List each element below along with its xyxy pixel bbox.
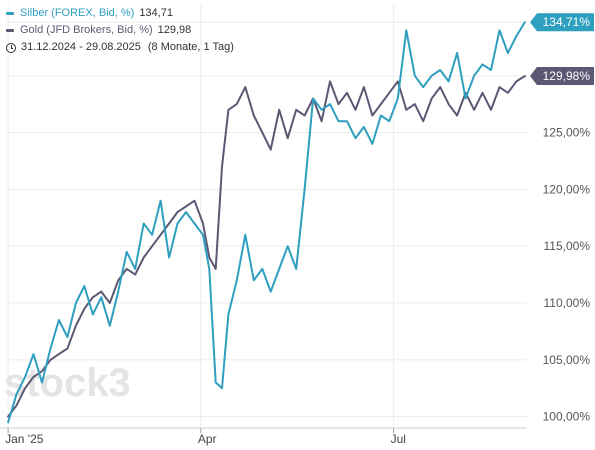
date-range: 31.12.2024 - 29.08.2025 <box>21 41 141 53</box>
gold-legend-label: Gold (JFD Brokers, Bid, %) <box>20 24 153 36</box>
silver-swatch <box>6 12 14 15</box>
watermark-logo: stock3 <box>4 361 131 405</box>
gold-price-tag <box>530 66 594 85</box>
y-tick-label: 115,00% <box>544 239 591 253</box>
range-span: (8 Monate, 1 Tag) <box>147 41 234 53</box>
gold-series-line <box>7 75 526 418</box>
x-tick-label: Apr <box>198 432 217 446</box>
silver-legend-value: 134,71 <box>139 7 173 19</box>
y-tick-label: 120,00% <box>543 182 591 196</box>
legend: Silber (FOREX, Bid, %) 134,71 Gold (JFD … <box>6 5 234 56</box>
silver-legend-label: Silber (FOREX, Bid, %) <box>20 7 135 19</box>
date-range-row: 31.12.2024 - 29.08.2025 (8 Monate, 1 Tag… <box>6 39 234 56</box>
x-tick-label: Jan '25 <box>5 432 44 446</box>
y-tick-label: 105,00% <box>543 353 591 367</box>
y-tick-label: 125,00% <box>543 126 591 140</box>
silver-series-line <box>7 21 526 424</box>
gold-swatch <box>6 29 14 32</box>
silver-price-tag <box>530 13 594 32</box>
silver-price-tag-label: 134,71% <box>543 15 591 29</box>
gold-legend-value: 129,98 <box>157 24 192 36</box>
legend-row-gold[interactable]: Gold (JFD Brokers, Bid, %) 129,98 <box>6 22 234 39</box>
x-tick-label: Jul <box>391 432 406 446</box>
gold-price-tag-label: 129,98% <box>543 69 591 83</box>
legend-row-silver[interactable]: Silber (FOREX, Bid, %) 134,71 <box>6 5 234 22</box>
clock-icon <box>6 42 16 53</box>
y-tick-label: 110,00% <box>544 296 591 310</box>
y-tick-label: 100,00% <box>543 410 591 424</box>
